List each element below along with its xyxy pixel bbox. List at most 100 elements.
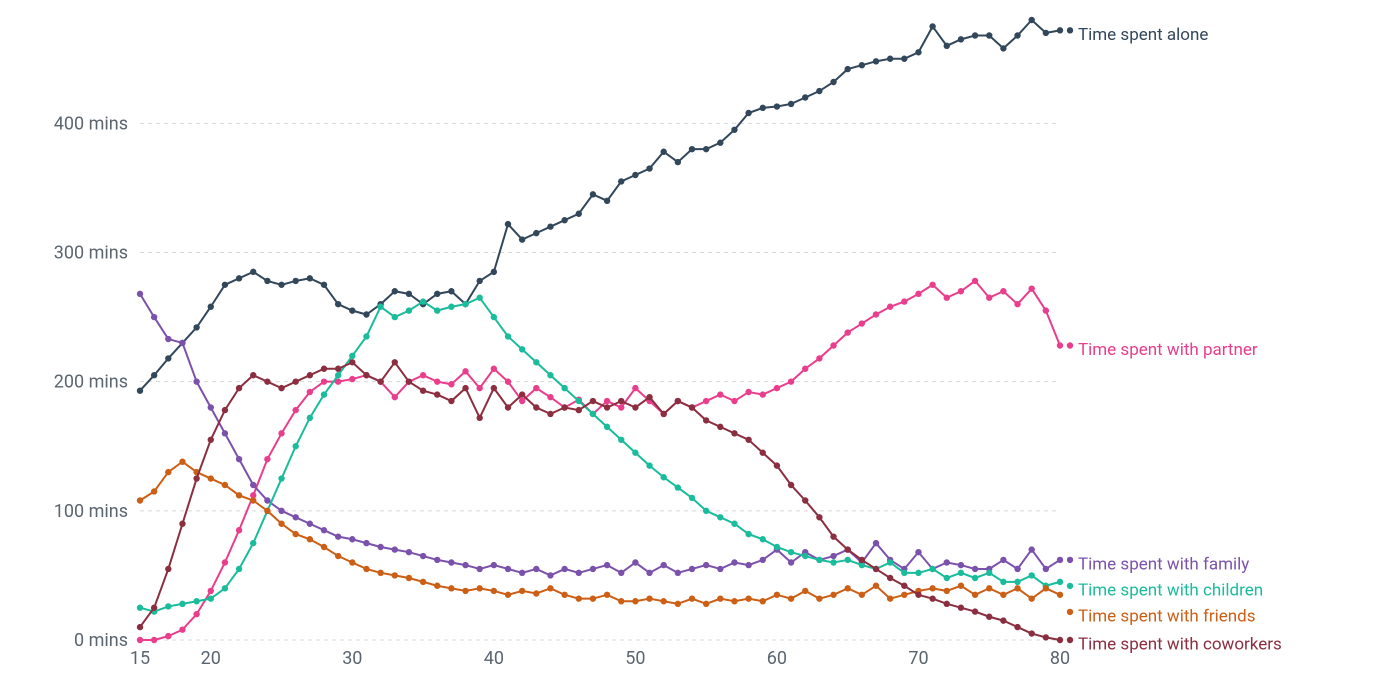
point-coworkers [420,388,426,394]
point-partner [264,456,270,462]
point-family [618,570,624,576]
point-family [292,514,298,520]
point-children [250,540,256,546]
line-family [140,294,1060,576]
point-friends [675,601,681,607]
point-coworkers [788,482,794,488]
point-children [703,508,709,514]
point-alone [929,23,935,29]
point-coworkers [406,378,412,384]
point-coworkers [717,424,723,430]
point-friends [476,585,482,591]
point-family [264,497,270,503]
point-friends [1057,592,1063,598]
point-alone [745,110,751,116]
y-tick-label: 0 mins [74,630,128,651]
point-family [760,557,766,563]
point-alone [887,56,893,62]
point-partner [844,329,850,335]
point-coworkers [434,391,440,397]
series-family [137,291,1063,579]
point-family [222,430,228,436]
point-coworkers [236,385,242,391]
point-alone [1057,27,1063,33]
label-dot-family [1067,557,1073,563]
point-partner [278,430,284,436]
point-children [618,437,624,443]
point-children [844,557,850,563]
point-children [675,484,681,490]
point-children [434,307,440,313]
point-partner [944,295,950,301]
point-alone [590,191,596,197]
point-alone [434,291,440,297]
point-children [292,443,298,449]
point-coworkers [307,372,313,378]
point-children [788,549,794,555]
point-family [561,566,567,572]
series-label-alone: Time spent alone [1078,25,1208,45]
point-children [816,557,822,563]
line-friends [140,462,1060,604]
point-family [278,508,284,514]
point-friends [250,497,256,503]
point-partner [222,559,228,565]
x-tick-label: 60 [767,648,787,669]
point-family [448,559,454,565]
point-friends [533,590,539,596]
point-coworkers [151,605,157,611]
point-family [703,562,709,568]
point-partner [505,378,511,384]
point-children [944,575,950,581]
point-family [576,570,582,576]
point-friends [788,595,794,601]
x-tick-label: 20 [201,648,221,669]
point-alone [632,172,638,178]
point-friends [731,598,737,604]
point-friends [377,570,383,576]
point-children [505,333,511,339]
point-partner [618,404,624,410]
point-coworkers [731,430,737,436]
point-partner [462,368,468,374]
series-label-children: Time spent with children [1078,580,1263,600]
point-partner [788,378,794,384]
point-friends [307,536,313,542]
point-alone [335,301,341,307]
point-friends [434,583,440,589]
point-family [830,553,836,559]
point-alone [222,282,228,288]
point-children [420,298,426,304]
point-children [1057,579,1063,585]
point-friends [321,544,327,550]
point-children [604,424,610,430]
series-friends [137,459,1063,607]
point-coworkers [222,407,228,413]
point-family [491,562,497,568]
point-alone [1000,45,1006,51]
point-friends [774,592,780,598]
point-children [462,301,468,307]
series-coworkers [137,359,1063,643]
point-partner [1000,288,1006,294]
point-coworkers [844,546,850,552]
point-family [179,340,185,346]
point-family [1043,566,1049,572]
point-family [717,566,723,572]
point-children [519,346,525,352]
line-partner [140,281,1060,640]
point-partner [321,378,327,384]
point-alone [873,58,879,64]
y-tick-label: 100 mins [54,501,128,522]
point-coworkers [278,385,284,391]
point-alone [1014,32,1020,38]
point-family [406,549,412,555]
point-alone [165,355,171,361]
point-alone [703,146,709,152]
point-alone [731,127,737,133]
point-friends [760,598,766,604]
point-coworkers [660,411,666,417]
point-alone [760,105,766,111]
point-friends [165,469,171,475]
point-friends [406,575,412,581]
